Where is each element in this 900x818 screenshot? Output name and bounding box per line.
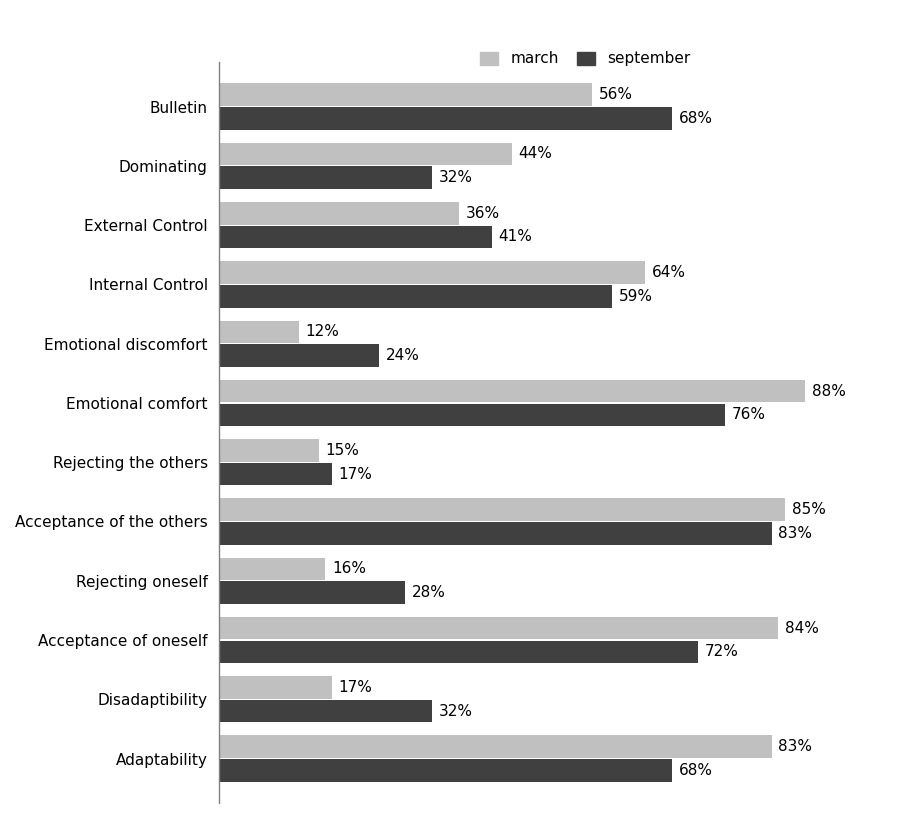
Text: 12%: 12% [305,324,339,339]
Text: 84%: 84% [785,621,819,636]
Text: 32%: 32% [438,703,473,719]
Bar [219,676,332,699]
Text: 32%: 32% [438,170,473,185]
Text: 76%: 76% [732,407,766,422]
Bar [219,166,432,189]
Text: 44%: 44% [518,146,553,161]
Text: 28%: 28% [412,585,446,600]
Text: 36%: 36% [465,206,500,221]
Bar [219,735,772,758]
Bar [219,617,778,640]
Text: 68%: 68% [679,763,713,778]
Text: 56%: 56% [598,88,633,102]
Text: 17%: 17% [338,466,373,482]
Bar [219,700,432,722]
Bar [219,285,612,308]
Text: 17%: 17% [338,680,373,695]
Bar [219,640,698,663]
Text: 83%: 83% [778,526,813,541]
Bar [219,261,645,284]
Text: 16%: 16% [332,561,366,577]
Bar [219,107,671,130]
Bar [219,582,405,604]
Bar [219,321,299,343]
Text: 41%: 41% [499,230,533,245]
Text: 88%: 88% [812,384,846,398]
Text: 24%: 24% [385,348,419,363]
Text: 72%: 72% [705,645,739,659]
Legend: march, september: march, september [472,44,698,74]
Text: 85%: 85% [792,502,825,517]
Bar [219,558,326,580]
Bar [219,759,671,782]
Bar [219,226,492,248]
Text: 15%: 15% [326,443,359,458]
Bar [219,344,379,366]
Bar [219,498,785,521]
Bar [219,403,725,426]
Bar [219,202,459,224]
Text: 68%: 68% [679,111,713,126]
Bar [219,439,319,461]
Text: 64%: 64% [652,265,686,280]
Bar [219,83,592,106]
Bar [219,380,806,402]
Bar [219,522,772,545]
Text: 59%: 59% [618,289,652,303]
Bar [219,463,332,485]
Text: 83%: 83% [778,739,813,754]
Bar [219,142,512,165]
